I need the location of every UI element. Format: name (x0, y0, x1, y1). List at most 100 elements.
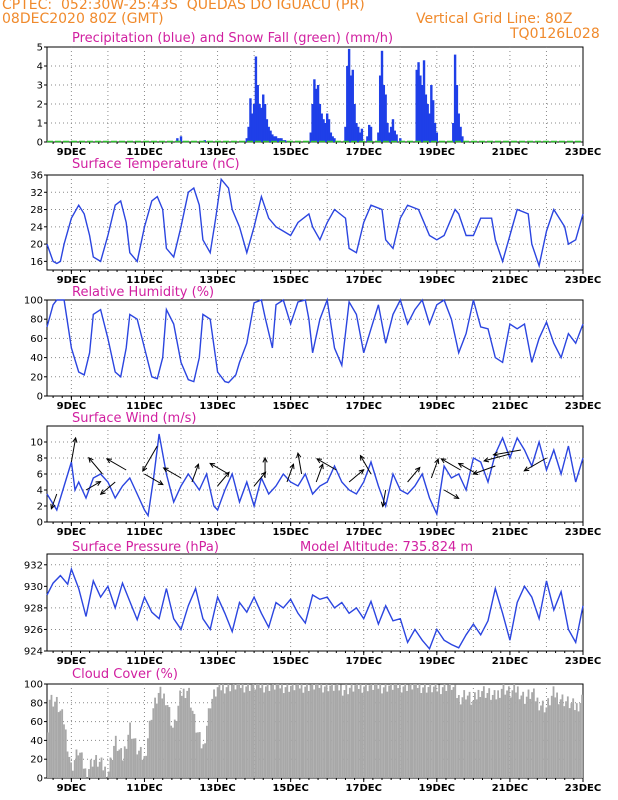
x-tick-label: 11DEC (126, 147, 162, 158)
cloud-bar (447, 684, 450, 778)
cloud-bar (354, 685, 357, 778)
cloud-bar (184, 698, 187, 778)
cloud-bar (515, 692, 517, 778)
y-tick-label: 0 (37, 774, 43, 785)
precip-bar (258, 104, 261, 142)
precip-bar (271, 134, 274, 142)
cloud-bar (222, 684, 224, 778)
cloud-bar (298, 688, 301, 778)
wind-arrow (142, 445, 158, 472)
y-tick-label: 932 (24, 560, 43, 571)
wind-title: Surface Wind (m/s) (72, 411, 196, 426)
cloud-bar (490, 699, 492, 778)
precip-panel: 0 1 2 3 4 5 9DEC 11DEC 13DEC 15DEC 17DEC 19DEC 21DEC… (37, 31, 602, 158)
cloud-bar (127, 734, 130, 778)
cloud-bar (411, 689, 414, 778)
x-tick-label: 13DEC (199, 656, 235, 667)
cloud-bar (445, 690, 448, 778)
wind-arrow-head (162, 467, 169, 473)
precip-bar (388, 132, 391, 142)
wind-arrow (473, 465, 496, 475)
cloud-bar (493, 690, 496, 778)
cloud-bar (159, 686, 162, 778)
cloud-bar (461, 697, 464, 778)
wind-arrow (297, 453, 303, 475)
wind-arrow (441, 458, 461, 471)
precip-bar (278, 138, 281, 142)
precip-bar (452, 123, 455, 142)
cloud-bar (50, 694, 53, 778)
precip-bar (344, 126, 347, 142)
wind-arrow (382, 489, 387, 507)
wind-arrow-head (95, 481, 102, 487)
cloud-bar (336, 684, 339, 778)
x-tick-label: 13DEC (199, 783, 235, 794)
cloud-bar (570, 703, 573, 778)
x-tick-label: 23DEC (565, 275, 601, 286)
wind-arrow-head (380, 501, 387, 508)
cloud-bar (474, 692, 476, 778)
cloud-bar (281, 684, 283, 778)
cloud-bar (402, 686, 405, 778)
precip-bar (327, 119, 331, 142)
y-tick-label: 0 (37, 518, 43, 529)
wind-arrow-head (483, 457, 490, 463)
cloud-bar (68, 756, 71, 778)
cloud-bar (204, 743, 207, 778)
temperature-title: Surface Temperature (nC) (72, 157, 240, 172)
cloud-bar (238, 684, 240, 778)
precip-bar (247, 126, 250, 142)
y-tick-label: 4 (37, 486, 43, 497)
cloud-bar (382, 687, 385, 778)
precip-bar (378, 75, 382, 142)
cloud-bar (482, 686, 485, 778)
wind-arrow (524, 457, 547, 472)
precip-bar (353, 104, 356, 142)
precip-bar (422, 60, 426, 142)
cloud-bar (554, 697, 557, 778)
x-tick-label: 15DEC (272, 656, 308, 667)
cloud-bar (499, 697, 501, 778)
cloud-bar (145, 755, 148, 778)
cloud-bar (409, 684, 412, 778)
cloud-bar (534, 701, 537, 778)
precip-bar (322, 119, 325, 142)
cloud-bar (434, 684, 437, 778)
cloud-bar (307, 690, 310, 778)
cloud-bar (93, 759, 96, 778)
precip-bar (249, 98, 252, 142)
cloud-bar (422, 687, 424, 778)
cloud-bar (175, 720, 178, 778)
cloud-bar (513, 684, 516, 778)
cloud-bar (157, 692, 160, 778)
cloud-bar (581, 694, 584, 778)
precip-bar (346, 66, 349, 142)
y-tick-label: 60 (30, 334, 43, 345)
wind-arrow-head (50, 503, 56, 510)
cloud-bar (84, 768, 87, 778)
cloud-bar (459, 704, 462, 778)
cloud-bar (486, 693, 489, 778)
cloud-bar (111, 759, 114, 778)
x-tick-label: 13DEC (199, 401, 235, 412)
cloud-bar (116, 750, 119, 778)
precip-bar (426, 104, 429, 142)
cloud-bar (218, 684, 221, 778)
cloud-bar (295, 684, 298, 778)
x-tick-label: 23DEC (565, 401, 601, 412)
cloud-bar (256, 684, 258, 778)
y-tick-label: 40 (30, 736, 43, 747)
cloud-bar (390, 684, 392, 778)
precip-bar (333, 138, 336, 142)
wind-arrow-head (453, 493, 460, 499)
cloud-bar (257, 684, 260, 778)
cloud-bar (470, 704, 473, 778)
cloud-bar (379, 684, 382, 778)
x-tick-label: 19DEC (419, 275, 455, 286)
precip-bar (320, 113, 323, 142)
cloud-bar (361, 692, 364, 778)
precip-bar (318, 104, 322, 142)
wind-arrow (360, 455, 372, 475)
cloud-bar (64, 729, 67, 778)
